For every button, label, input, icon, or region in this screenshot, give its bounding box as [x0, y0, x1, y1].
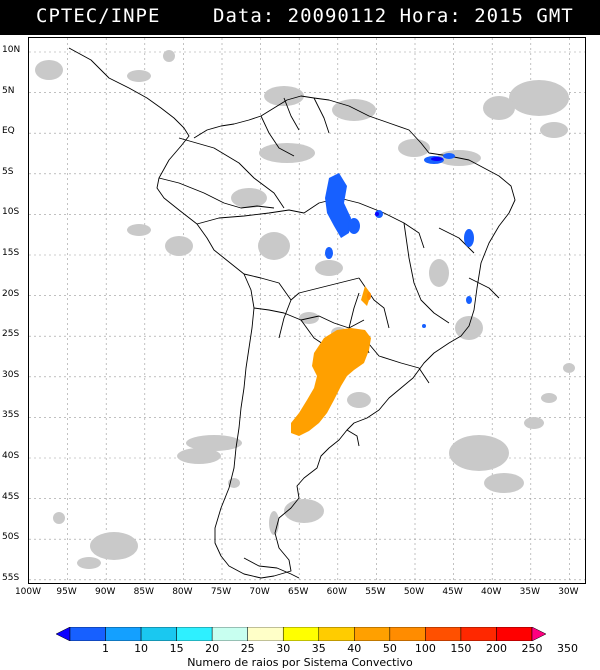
- lat-label: 40S: [2, 451, 20, 461]
- colorbar-segment: [282, 627, 320, 641]
- colorbar-segment: [176, 627, 213, 641]
- colorbar-segment: [69, 627, 106, 641]
- colorbar-segment: [140, 627, 177, 641]
- colorbar-title: Numero de raios por Sistema Convectivo: [187, 656, 413, 669]
- colorbar-tick-label: 250: [521, 642, 543, 655]
- lightning-minimal-cells: [375, 157, 443, 216]
- colorbar: [56, 627, 546, 641]
- colorbar-tick-label: 350: [557, 642, 579, 655]
- lon-label: 30W: [558, 587, 579, 597]
- colorbar-tick-label: 1: [102, 642, 110, 655]
- colorbar-arrow-right: [531, 627, 546, 641]
- colorbar-tick-label: 30: [276, 642, 291, 655]
- lat-label: 15S: [2, 248, 20, 258]
- lightning-highest-cells: [367, 292, 371, 300]
- colorbar-tick-label: 40: [347, 642, 362, 655]
- colorbar-tick-label: 25: [240, 642, 255, 655]
- lat-label: EQ: [2, 126, 15, 137]
- colorbar-arrow-left: [56, 627, 71, 641]
- lat-label: 20S: [2, 288, 20, 299]
- colorbar-tick-label: 150: [450, 642, 472, 655]
- map-frame: [28, 37, 586, 584]
- graticule: [29, 38, 585, 583]
- datetime-label: Data: 20090112 Hora: 2015 GMT: [213, 5, 574, 27]
- lon-label: 100W: [14, 587, 42, 597]
- map-svg: [29, 38, 585, 583]
- lat-label: 35S: [2, 410, 20, 421]
- lat-label: 10N: [2, 45, 21, 55]
- lon-label: 85W: [133, 587, 154, 597]
- lat-label: 45S: [2, 491, 20, 502]
- lat-label: 10S: [2, 207, 20, 218]
- organization-label: CPTEC/INPE: [36, 5, 161, 27]
- colorbar-segment: [105, 627, 142, 641]
- lon-label: 50W: [403, 587, 425, 597]
- lon-label: 95W: [56, 587, 77, 597]
- colorbar-tick-label: 50: [382, 642, 397, 655]
- colorbar-tick-label: 100: [414, 642, 436, 655]
- colorbar-tick-label: 15: [169, 642, 184, 655]
- colorbar-segment: [389, 627, 426, 641]
- cloud-patches: [35, 50, 575, 569]
- lat-label: 5N: [2, 85, 15, 96]
- lat-label: 30S: [2, 369, 20, 380]
- lon-label: 35W: [519, 587, 540, 597]
- lon-label: 90W: [95, 587, 116, 597]
- colorbar-segment: [354, 627, 391, 641]
- colorbar-tick-label: 10: [134, 642, 149, 655]
- lat-label: 50S: [2, 532, 20, 543]
- lon-label: 80W: [172, 587, 193, 597]
- colorbar-segment: [318, 627, 355, 641]
- colorbar-tick-label: 20: [205, 642, 220, 655]
- lon-label: 70W: [249, 587, 270, 597]
- colorbar-segment: [496, 627, 533, 641]
- lon-label: 55W: [365, 587, 386, 597]
- lat-label: 5S: [2, 166, 14, 177]
- lon-label: 65W: [288, 587, 309, 597]
- colorbar-tick-label: 35: [311, 642, 326, 655]
- lat-label: 25S: [2, 329, 20, 340]
- lat-label: 55S: [2, 572, 20, 583]
- colorbar-tick-label: 200: [485, 642, 507, 655]
- colorbar-segment: [211, 627, 248, 641]
- colorbar-segment: [460, 627, 497, 641]
- colorbar-segment: [247, 627, 284, 641]
- lon-label: 40W: [481, 587, 502, 597]
- colorbar-segment: [425, 627, 462, 641]
- lon-label: 45W: [442, 587, 463, 597]
- lightning-high-cells: [291, 286, 371, 436]
- header-bar: CPTEC/INPE Data: 20090112 Hora: 2015 GMT: [0, 0, 600, 35]
- lightning-low-cells: [325, 153, 474, 328]
- lon-label: 60W: [326, 587, 347, 597]
- lon-label: 75W: [210, 587, 232, 597]
